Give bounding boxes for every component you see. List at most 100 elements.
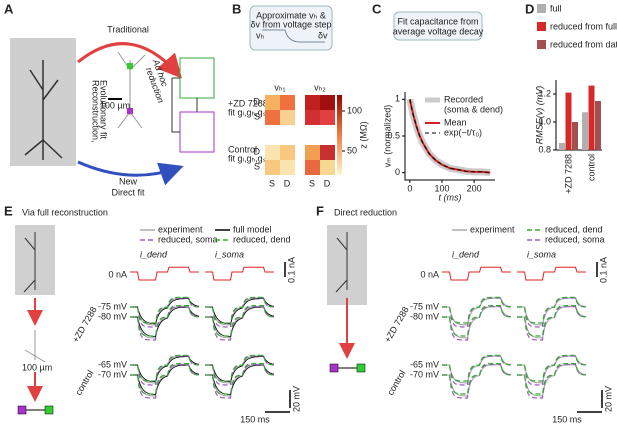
reduced-sketch xyxy=(24,330,46,363)
bar xyxy=(595,101,601,150)
label: 0.1 nA xyxy=(286,257,296,283)
soma-trace xyxy=(517,364,587,399)
exp-trace xyxy=(442,305,512,339)
label: Control xyxy=(228,144,257,154)
dend-trace xyxy=(442,305,512,337)
soma-trace xyxy=(205,355,274,386)
label: vₕ₁ xyxy=(274,82,285,92)
dend-trace xyxy=(517,305,587,337)
exp-trace xyxy=(442,297,512,326)
c-box xyxy=(393,11,483,41)
label: 0 nA xyxy=(420,269,439,279)
dend-trace xyxy=(130,305,200,337)
bar xyxy=(559,143,565,150)
label: 0 nA xyxy=(108,269,127,279)
legend-label: Mean xyxy=(444,117,467,127)
heatmap-cell xyxy=(280,145,295,160)
label: +ZD 7288 xyxy=(70,305,99,344)
dend-trace xyxy=(205,363,275,395)
label: vₕ₂ xyxy=(314,82,326,92)
heatmap-cell xyxy=(305,95,320,110)
label: 0.8 xyxy=(538,144,551,154)
label: vₘ (normalized) xyxy=(382,105,392,168)
exp-trace xyxy=(205,363,275,397)
label: fit gₗ,gₕ,gₛ,gc xyxy=(228,153,279,163)
label: D xyxy=(254,146,261,156)
label: z (MΩ) xyxy=(358,121,368,148)
label: i_dend xyxy=(452,249,480,259)
label: average voltage decay xyxy=(393,26,484,36)
legend-swatch xyxy=(537,22,546,31)
label: 1.0 xyxy=(538,116,551,126)
legend-label: reduced, soma xyxy=(158,234,218,244)
heatmap-cell xyxy=(305,110,320,125)
label: i_soma xyxy=(527,249,556,259)
label: 100 µm xyxy=(22,362,52,372)
full-trace xyxy=(130,364,200,396)
heatmap-cell xyxy=(280,110,295,125)
exp-trace xyxy=(517,297,587,326)
soma-trace xyxy=(442,364,512,399)
label: δv xyxy=(318,30,328,40)
dend-trace xyxy=(442,363,512,395)
label: 100 xyxy=(347,105,362,115)
label: RMSE(v) (mV) xyxy=(534,86,544,145)
label: -70 mV xyxy=(98,369,127,379)
label: 0.1 nA xyxy=(598,257,608,283)
label: 0 xyxy=(407,183,412,193)
heatmap-cell xyxy=(265,145,280,160)
label: 1.2 xyxy=(538,88,551,98)
heatmap-cell xyxy=(280,160,295,175)
legend-swatch xyxy=(537,4,546,13)
heatmap-cell xyxy=(320,145,335,160)
label: A xyxy=(4,1,14,16)
label: S xyxy=(254,111,260,121)
heatmap-cell xyxy=(320,95,335,110)
label: 100 µm xyxy=(100,100,130,110)
soma-trace xyxy=(517,355,586,386)
label: 150 ms xyxy=(240,414,270,424)
label: δv from voltage step xyxy=(250,19,331,29)
soma-comp xyxy=(17,405,27,415)
label: B xyxy=(232,1,241,16)
label: control xyxy=(73,368,95,396)
dend-trace xyxy=(517,354,586,382)
label: -80 mV xyxy=(98,311,127,321)
exp-trace xyxy=(130,355,200,384)
soma-trace xyxy=(130,364,200,399)
current-trace xyxy=(517,266,586,281)
exp-trace xyxy=(205,305,275,339)
dend-comp xyxy=(356,363,366,373)
bar xyxy=(588,85,595,150)
label: control xyxy=(385,368,407,396)
heatmap-cell xyxy=(265,95,280,110)
soma-trace xyxy=(130,355,199,386)
label: S xyxy=(269,178,275,188)
exp-trace xyxy=(442,363,512,397)
exp-trace xyxy=(517,355,587,384)
dend-trace xyxy=(130,363,200,395)
label: i_dend xyxy=(140,249,168,259)
soma-trace xyxy=(130,297,199,328)
label: Traditional xyxy=(107,24,149,34)
exp-trace xyxy=(130,305,200,339)
label: D xyxy=(284,178,291,188)
label: D xyxy=(525,1,534,16)
heatmap-cell xyxy=(265,160,280,175)
circuit-soma xyxy=(179,111,215,153)
label: i_soma xyxy=(215,249,244,259)
label: 0.5 xyxy=(387,130,400,140)
legend-label: (soma & dend) xyxy=(444,104,503,114)
label: S xyxy=(254,161,260,171)
legend-label: experiment xyxy=(158,224,203,234)
label: -80 mV xyxy=(410,311,439,321)
legend-label: reduced, dend xyxy=(233,234,291,244)
label: S xyxy=(309,178,315,188)
traditional-arrow xyxy=(77,42,182,79)
label: D xyxy=(324,178,331,188)
legend-label: reduced, dend xyxy=(545,224,603,234)
label: F xyxy=(316,203,324,218)
soma-trace xyxy=(517,306,587,341)
